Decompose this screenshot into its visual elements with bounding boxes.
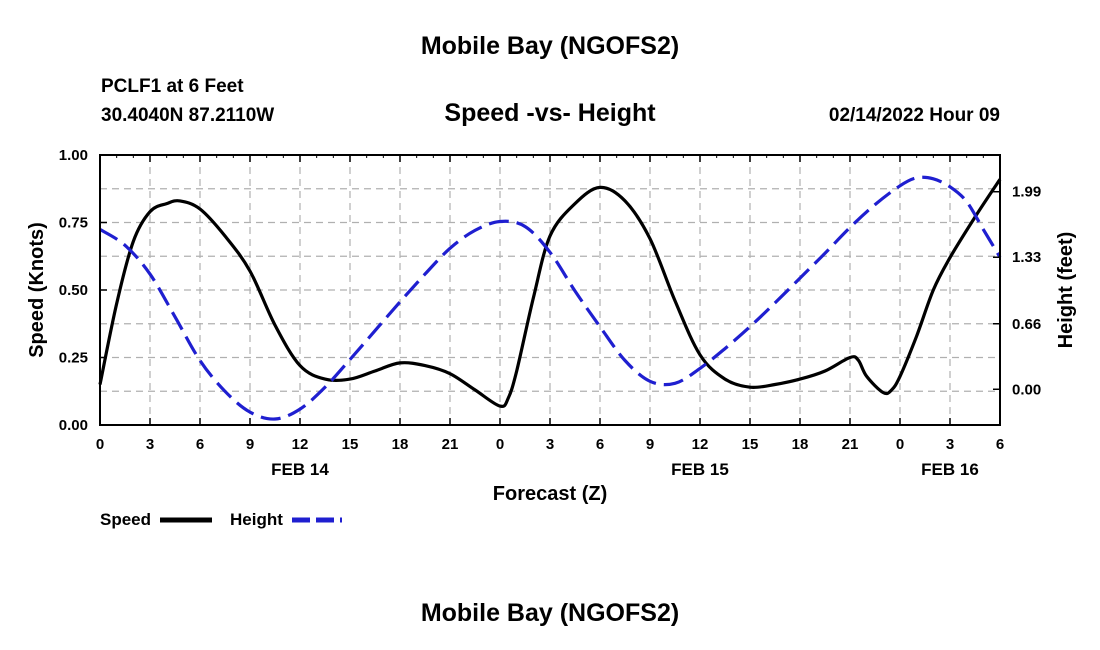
- x-tick-label: 15: [342, 436, 359, 453]
- footer-title: Mobile Bay (NGOFS2): [420, 599, 680, 627]
- y-axis-title: Speed (Knots): [26, 222, 48, 358]
- x-tick-label: 9: [246, 436, 254, 453]
- x-tick-label: 0: [896, 436, 904, 453]
- y2-tick-label: 0.00: [1012, 381, 1041, 398]
- series-layer: [98, 175, 1002, 421]
- legend-speed-label: Speed: [100, 510, 151, 529]
- x-tick-label: 0: [96, 436, 104, 453]
- x-tick-label: 21: [442, 436, 459, 453]
- x-tick-label: 18: [392, 436, 409, 453]
- y-tick-label: 0.00: [59, 417, 88, 434]
- legend: Speed Height: [100, 510, 342, 529]
- legend-height-label: Height: [230, 510, 283, 529]
- x-tick-label: 15: [742, 436, 759, 453]
- date-label: FEB 16: [921, 460, 979, 479]
- x-tick-label: 6: [196, 436, 204, 453]
- y-tick-label: 1.00: [59, 147, 88, 164]
- forecast-datetime: 02/14/2022 Hour 09: [828, 105, 1000, 126]
- date-label: FEB 14: [271, 460, 329, 479]
- axis-ticks: 0 3 6 9 12 15 18 21 0 3 6 9 12 15 18 21 0 3 6 FEB 14 FEB 15 F…: [59, 147, 1041, 479]
- chart-title: Speed -vs- Height: [444, 99, 656, 127]
- x-tick-label: 3: [146, 436, 154, 453]
- y-tick-label: 0.75: [59, 215, 88, 232]
- height-series-line: [99, 175, 1002, 421]
- y2-tick-label: 1.33: [1012, 249, 1041, 266]
- speed-series-line: [98, 178, 1002, 408]
- x-tick-label: 12: [692, 436, 709, 453]
- y-tick-label: 0.50: [59, 282, 88, 299]
- y-tick-label: 0.25: [59, 350, 88, 367]
- station-label: PCLF1 at 6 Feet: [101, 76, 244, 97]
- main-title: Mobile Bay (NGOFS2): [420, 32, 680, 60]
- x-axis-title: Forecast (Z): [493, 483, 607, 505]
- x-tick-label: 0: [496, 436, 504, 453]
- x-tick-label: 6: [596, 436, 604, 453]
- y2-axis-title: Height (feet): [1055, 232, 1077, 349]
- y2-tick-label: 0.66: [1012, 316, 1041, 333]
- x-tick-label: 12: [292, 436, 309, 453]
- date-label: FEB 15: [671, 460, 729, 479]
- coordinates-label: 30.4040N 87.2110W: [101, 105, 275, 126]
- x-tick-label: 6: [996, 436, 1004, 453]
- x-tick-label: 18: [792, 436, 809, 453]
- y2-tick-label: 1.99: [1012, 184, 1041, 201]
- x-tick-label: 21: [842, 436, 859, 453]
- x-tick-label: 3: [546, 436, 554, 453]
- grid-lines: [100, 155, 1000, 425]
- x-tick-label: 9: [646, 436, 654, 453]
- x-tick-label: 3: [946, 436, 954, 453]
